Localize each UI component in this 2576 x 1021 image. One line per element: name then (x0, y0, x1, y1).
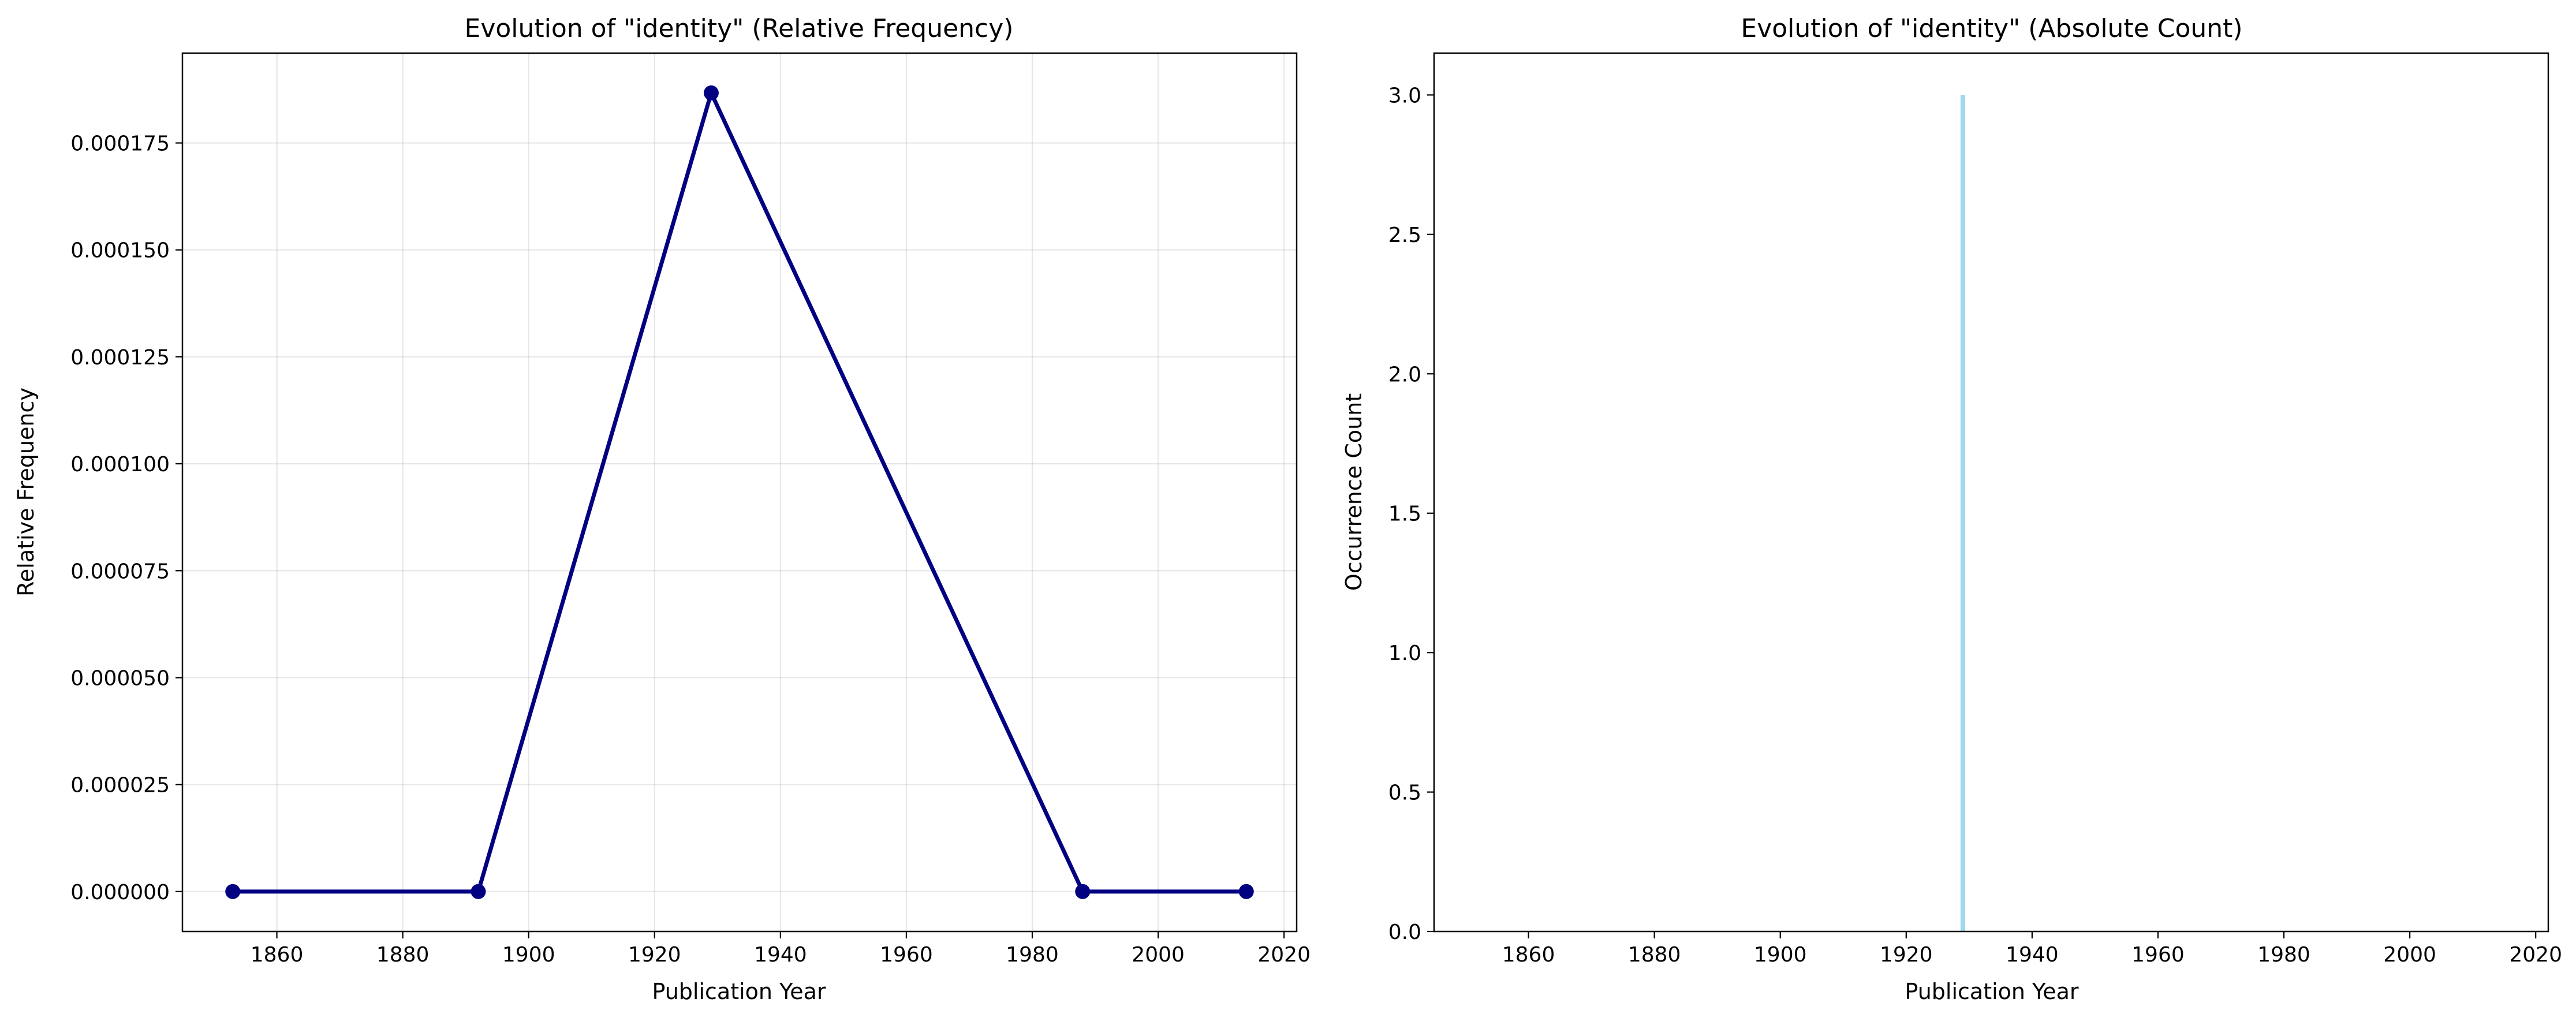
x-tick-label: 2000 (2383, 943, 2436, 967)
data-point (1075, 884, 1091, 899)
y-tick-label: 1.5 (1388, 502, 1421, 526)
x-tick-label: 1980 (1006, 943, 1059, 967)
chart-title: Evolution of "identity" (Relative Freque… (465, 14, 1014, 43)
y-tick-label: 2.5 (1388, 223, 1421, 247)
y-tick-label: 0.000000 (70, 881, 170, 904)
y-axis-label: Relative Frequency (13, 387, 39, 597)
y-tick-label: 0.000125 (70, 346, 170, 370)
chart-title: Evolution of "identity" (Absolute Count) (1741, 14, 2242, 43)
plot-area (181, 52, 1298, 933)
x-axis-label: Publication Year (1905, 979, 2078, 1004)
axis-ticks: 1860 1880 1900 1920 1940 1960 1980 2000 2020 0.00… (70, 132, 1311, 967)
x-tick-label: 1900 (502, 943, 555, 967)
axis-ticks: 1860 1880 1900 1920 1940 1960 1980 2000 2020 0.0 0… (1388, 84, 2562, 967)
series-group (1960, 95, 1965, 931)
y-tick-label: 0.000025 (70, 774, 170, 798)
x-tick-label: 1940 (2006, 943, 2059, 967)
y-tick-label: 2.0 (1388, 363, 1421, 386)
grid (182, 53, 1297, 931)
y-tick-label: 1.0 (1388, 642, 1421, 665)
x-tick-label: 1940 (754, 943, 807, 967)
x-tick-label: 1980 (2257, 943, 2310, 967)
x-tick-label: 1860 (1502, 943, 1555, 967)
y-tick-label: 0.000175 (70, 132, 170, 156)
y-tick-label: 0.0 (1388, 921, 1421, 944)
relative-frequency-chart: Evolution of "identity" (Relative Freque… (13, 14, 1311, 1004)
x-axis-label: Publication Year (652, 979, 826, 1004)
x-tick-label: 1880 (1628, 943, 1681, 967)
y-tick-label: 0.000050 (70, 666, 170, 690)
absolute-count-chart: Evolution of "identity" (Absolute Count)… (1341, 14, 2562, 1004)
x-tick-label: 1920 (1880, 943, 1933, 967)
y-tick-label: 0.000150 (70, 239, 170, 263)
x-tick-label: 1880 (376, 943, 430, 967)
x-tick-label: 2000 (1132, 943, 1185, 967)
x-tick-label: 1960 (880, 943, 933, 967)
data-point (1238, 884, 1254, 899)
data-point (225, 884, 241, 899)
x-tick-label: 1920 (628, 943, 681, 967)
y-tick-label: 0.000075 (70, 560, 170, 583)
y-tick-label: 0.5 (1388, 781, 1421, 805)
plot-area (1433, 52, 2549, 933)
x-tick-label: 1900 (1754, 943, 1807, 967)
data-point (471, 884, 486, 899)
y-axis-label: Occurrence Count (1341, 393, 1367, 591)
x-tick-label: 2020 (1257, 943, 1311, 967)
series-group (225, 85, 1254, 899)
y-tick-label: 3.0 (1388, 84, 1421, 107)
x-tick-label: 1960 (2131, 943, 2185, 967)
data-point (703, 85, 719, 100)
series-line (233, 91, 1246, 894)
y-tick-label: 0.000100 (70, 453, 170, 476)
x-tick-label: 2020 (2509, 943, 2562, 967)
x-tick-label: 1860 (251, 943, 304, 967)
bar (1960, 95, 1965, 931)
